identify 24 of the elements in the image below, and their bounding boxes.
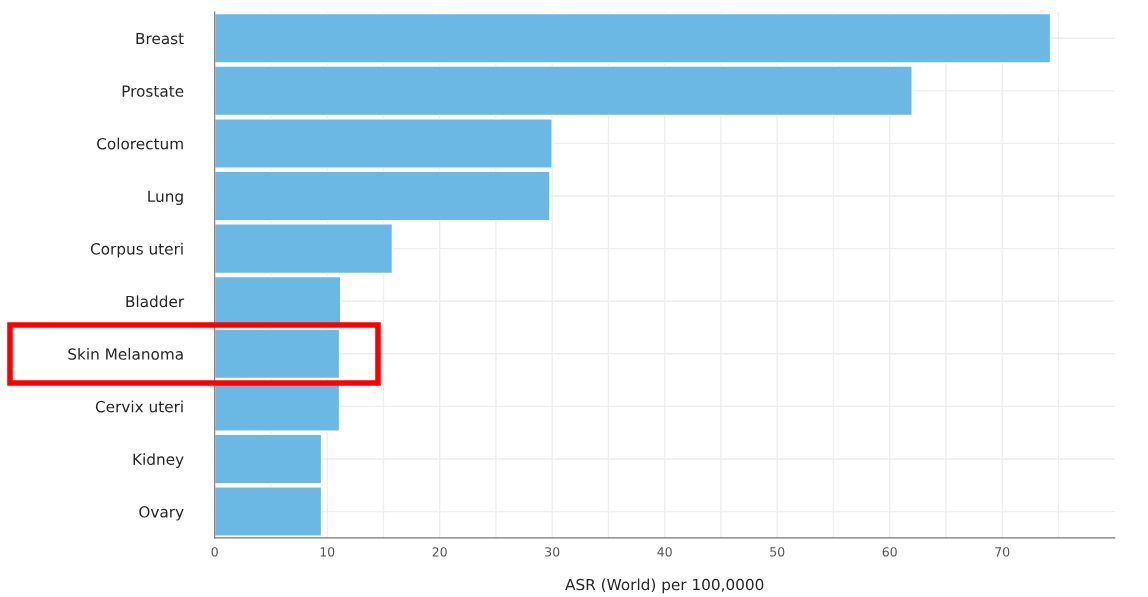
x-tick-label: 0 <box>211 547 218 557</box>
y-tick-label: Prostate <box>122 85 184 97</box>
y-tick-label: Colorectum <box>97 137 183 150</box>
x-tick-label: 40 <box>657 547 672 557</box>
x-tick-label: 70 <box>995 547 1010 557</box>
bar <box>214 486 323 538</box>
x-tick-label: 30 <box>545 547 560 557</box>
y-tick-label: Bladder <box>126 295 185 308</box>
bar <box>214 170 551 222</box>
bar <box>214 433 323 485</box>
bar <box>214 223 394 275</box>
y-tick-label: Corpus uteri <box>90 242 183 258</box>
y-tick-label: Cervix uteri <box>95 400 183 413</box>
x-axis-title: ASR (World) per 100,0000 <box>565 578 764 594</box>
x-tick-label: 10 <box>320 547 335 557</box>
y-tick-label: Skin Melanoma <box>68 348 183 360</box>
y-tick-label: Breast <box>136 32 184 45</box>
y-tick-label: Kidney <box>133 453 184 468</box>
y-tick-label: Ovary <box>139 506 184 521</box>
x-tick-label: 60 <box>882 547 897 557</box>
x-tick-label: 20 <box>432 547 447 557</box>
bar <box>214 118 553 169</box>
y-tick-label: Lung <box>148 190 183 206</box>
x-tick-label: 50 <box>770 547 785 557</box>
